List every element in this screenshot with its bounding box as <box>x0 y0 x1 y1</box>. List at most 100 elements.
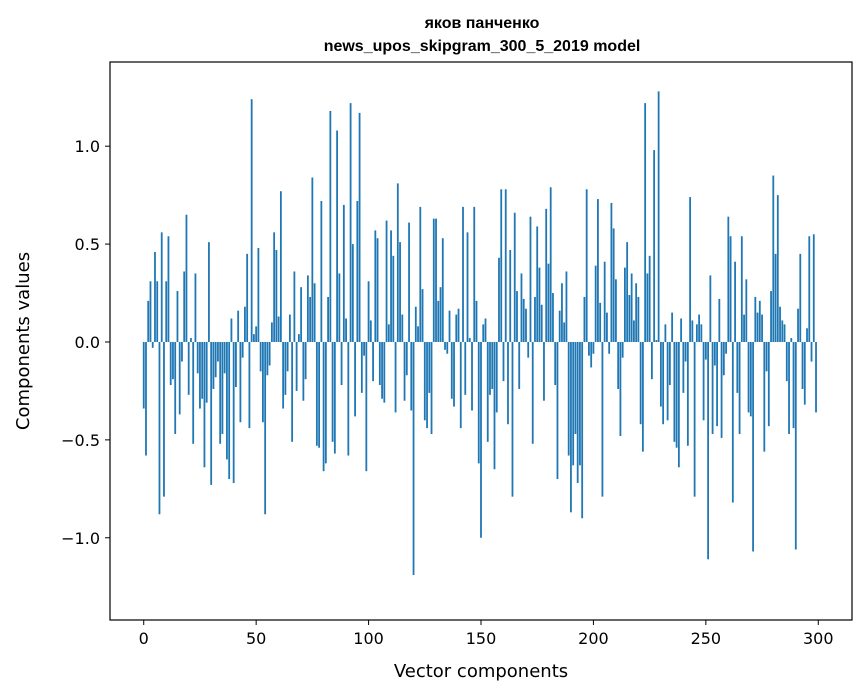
bar <box>288 314 291 342</box>
bar <box>428 341 431 393</box>
bar <box>385 220 388 342</box>
bar <box>192 341 195 444</box>
bar <box>792 341 795 429</box>
y-tick-label: 0.5 <box>75 235 100 254</box>
bar <box>624 267 626 342</box>
bar <box>419 206 422 342</box>
bar <box>729 236 732 342</box>
bar <box>423 341 426 421</box>
y-tick-label: −0.5 <box>61 431 100 450</box>
bar <box>552 293 554 342</box>
bar <box>156 281 159 342</box>
bar <box>259 341 262 372</box>
bar <box>812 234 815 342</box>
bar <box>226 341 228 460</box>
bar <box>727 216 730 342</box>
bar <box>486 341 489 442</box>
bar <box>376 238 379 342</box>
bar <box>752 341 754 552</box>
bar <box>597 199 599 342</box>
bar <box>235 341 237 388</box>
bar <box>142 341 145 409</box>
bar <box>581 341 584 519</box>
bar <box>549 187 552 342</box>
bar <box>594 265 597 342</box>
bar <box>570 341 572 513</box>
bar <box>509 249 512 342</box>
bar <box>473 206 476 342</box>
bar <box>183 271 186 342</box>
bar <box>399 242 401 342</box>
bar <box>783 324 786 342</box>
bar <box>659 341 662 407</box>
bar <box>790 338 793 342</box>
bar <box>612 228 615 342</box>
bar <box>169 341 172 386</box>
bar <box>641 341 644 452</box>
bar <box>453 341 455 407</box>
bar <box>309 296 312 342</box>
bar <box>747 341 750 413</box>
bar <box>450 341 453 399</box>
bar-series <box>142 91 817 575</box>
bar <box>675 341 678 448</box>
bar <box>282 341 285 409</box>
bar <box>572 341 575 466</box>
bar <box>774 253 777 342</box>
bar <box>754 296 757 342</box>
bar <box>201 341 204 399</box>
bar <box>145 341 147 456</box>
bar <box>448 310 451 342</box>
bar <box>610 202 613 342</box>
bar <box>410 341 413 411</box>
bar <box>475 300 478 342</box>
bar <box>194 273 197 342</box>
bar <box>174 341 177 434</box>
bar <box>585 189 588 342</box>
bar <box>291 341 294 442</box>
bar <box>592 341 595 354</box>
y-axis-label: Components values <box>13 252 34 430</box>
bar <box>720 341 723 438</box>
bar <box>331 341 334 442</box>
bar <box>430 341 433 434</box>
bar <box>606 312 608 342</box>
bar <box>414 306 417 342</box>
bar <box>810 341 813 362</box>
bar <box>794 341 797 550</box>
bar <box>358 112 361 342</box>
bar <box>277 316 280 342</box>
bar <box>154 251 156 342</box>
bar <box>633 320 635 342</box>
y-tick-label: 1.0 <box>75 137 100 156</box>
bar <box>217 341 219 362</box>
bar <box>743 314 745 342</box>
plot-frame <box>109 61 853 621</box>
bar <box>160 232 163 342</box>
bar <box>803 341 806 405</box>
bar <box>518 341 521 389</box>
bar <box>221 341 224 434</box>
bar <box>212 341 215 389</box>
bar <box>264 341 267 515</box>
x-tick-label: 250 <box>691 629 722 648</box>
bar <box>749 341 752 417</box>
bar <box>639 341 642 425</box>
bar <box>500 189 503 342</box>
bar <box>801 341 804 389</box>
bar <box>601 341 604 497</box>
bar <box>381 341 383 399</box>
bar <box>394 341 397 413</box>
bar <box>806 328 808 342</box>
bar <box>543 341 545 401</box>
bar <box>756 312 759 342</box>
bar <box>540 304 543 342</box>
bar <box>590 341 593 368</box>
bar <box>367 281 370 342</box>
bar <box>151 341 154 348</box>
bar <box>785 341 788 382</box>
bar <box>815 341 817 413</box>
bar <box>657 91 660 342</box>
bar <box>583 296 586 342</box>
bar <box>158 341 161 515</box>
